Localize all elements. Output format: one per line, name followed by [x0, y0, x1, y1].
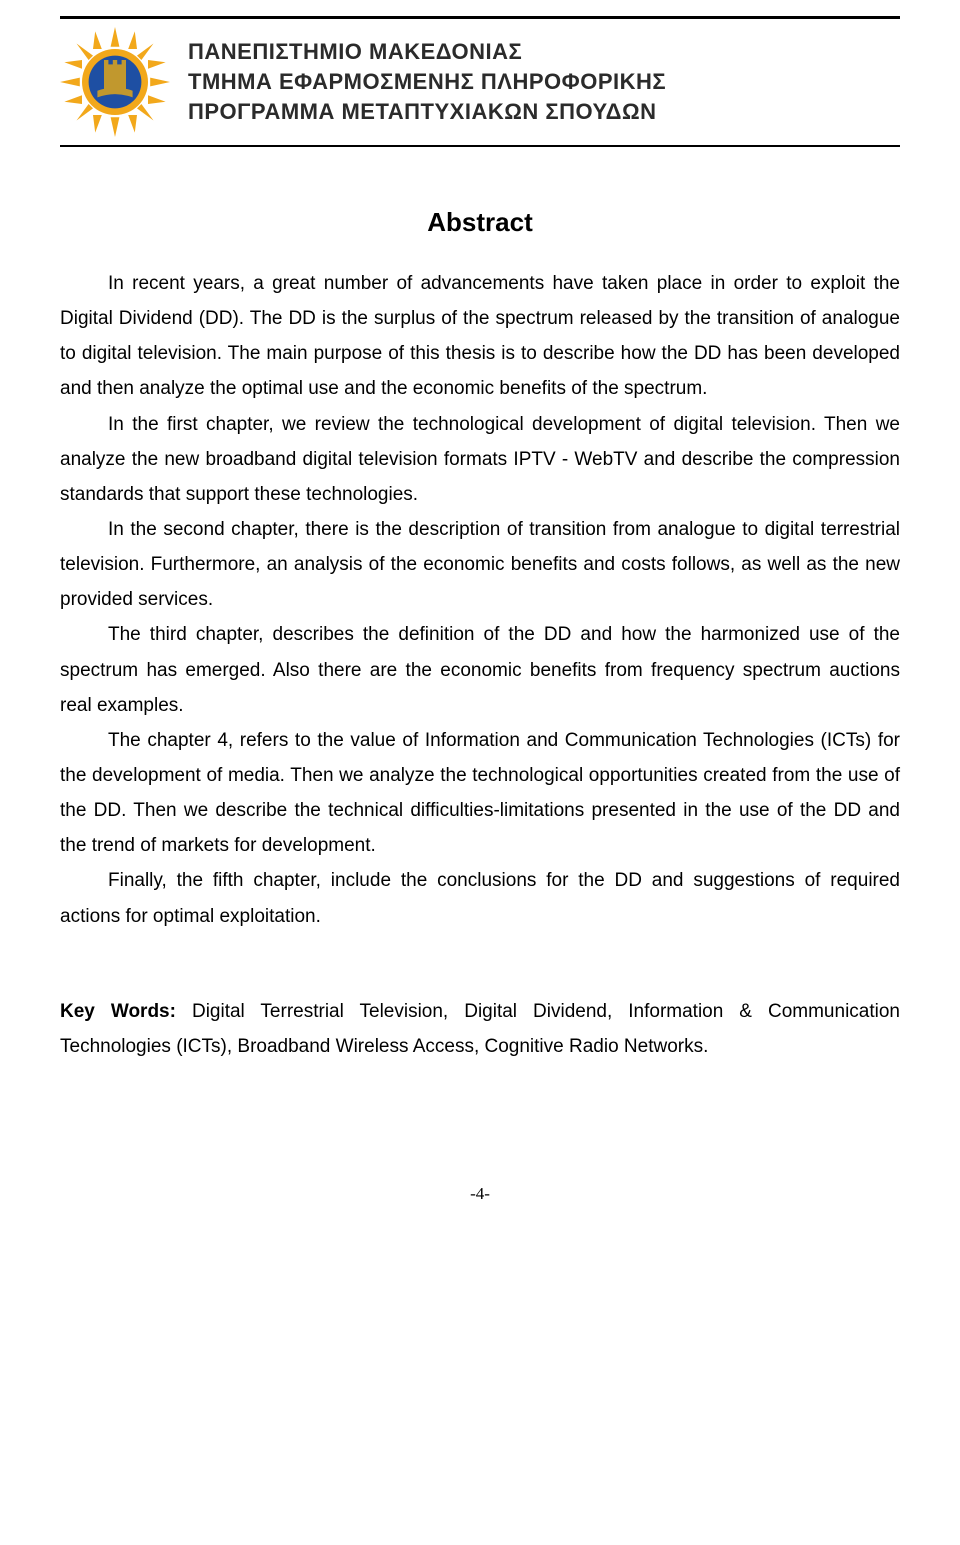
rule-top	[60, 16, 900, 19]
paragraph-4: The third chapter, describes the definit…	[60, 617, 900, 722]
header-block: ΠΑΝΕΠΙΣΤΗΜΙΟ ΜΑΚΕΔΟΝΙΑΣ ΤΜΗΜΑ ΕΦΑΡΜΟΣΜΕΝ…	[60, 0, 900, 147]
header-line-3: ΠΡΟΓΡΑΜΜΑ ΜΕΤΑΠΤΥΧΙΑΚΩΝ ΣΠΟΥΔΩΝ	[188, 97, 900, 127]
document-page: ΠΑΝΕΠΙΣΤΗΜΙΟ ΜΑΚΕΔΟΝΙΑΣ ΤΜΗΜΑ ΕΦΑΡΜΟΣΜΕΝ…	[0, 0, 960, 1244]
keywords-label: Key Words:	[60, 1001, 192, 1022]
page-number: -4-	[60, 1184, 900, 1204]
keywords-block: Key Words: Digital Terrestrial Televisio…	[60, 994, 900, 1064]
paragraph-6: Finally, the fifth chapter, include the …	[60, 863, 900, 933]
university-logo	[60, 27, 170, 137]
header-line-2: ΤΜΗΜΑ ΕΦΑΡΜΟΣΜΕΝΗΣ ΠΛΗΡΟΦΟΡΙΚΗΣ	[188, 67, 900, 97]
header-line-1: ΠΑΝΕΠΙΣΤΗΜΙΟ ΜΑΚΕΔΟΝΙΑΣ	[188, 37, 900, 67]
paragraph-5: The chapter 4, refers to the value of In…	[60, 723, 900, 864]
paragraph-1: In recent years, a great number of advan…	[60, 266, 900, 407]
header-text: ΠΑΝΕΠΙΣΤΗΜΙΟ ΜΑΚΕΔΟΝΙΑΣ ΤΜΗΜΑ ΕΦΑΡΜΟΣΜΕΝ…	[188, 37, 900, 126]
abstract-body: In recent years, a great number of advan…	[60, 266, 900, 934]
header-row: ΠΑΝΕΠΙΣΤΗΜΙΟ ΜΑΚΕΔΟΝΙΑΣ ΤΜΗΜΑ ΕΦΑΡΜΟΣΜΕΝ…	[60, 23, 900, 141]
abstract-title: Abstract	[60, 207, 900, 238]
rule-bottom	[60, 145, 900, 147]
paragraph-2: In the first chapter, we review the tech…	[60, 407, 900, 512]
paragraph-3: In the second chapter, there is the desc…	[60, 512, 900, 617]
sun-logo-icon	[60, 27, 170, 137]
